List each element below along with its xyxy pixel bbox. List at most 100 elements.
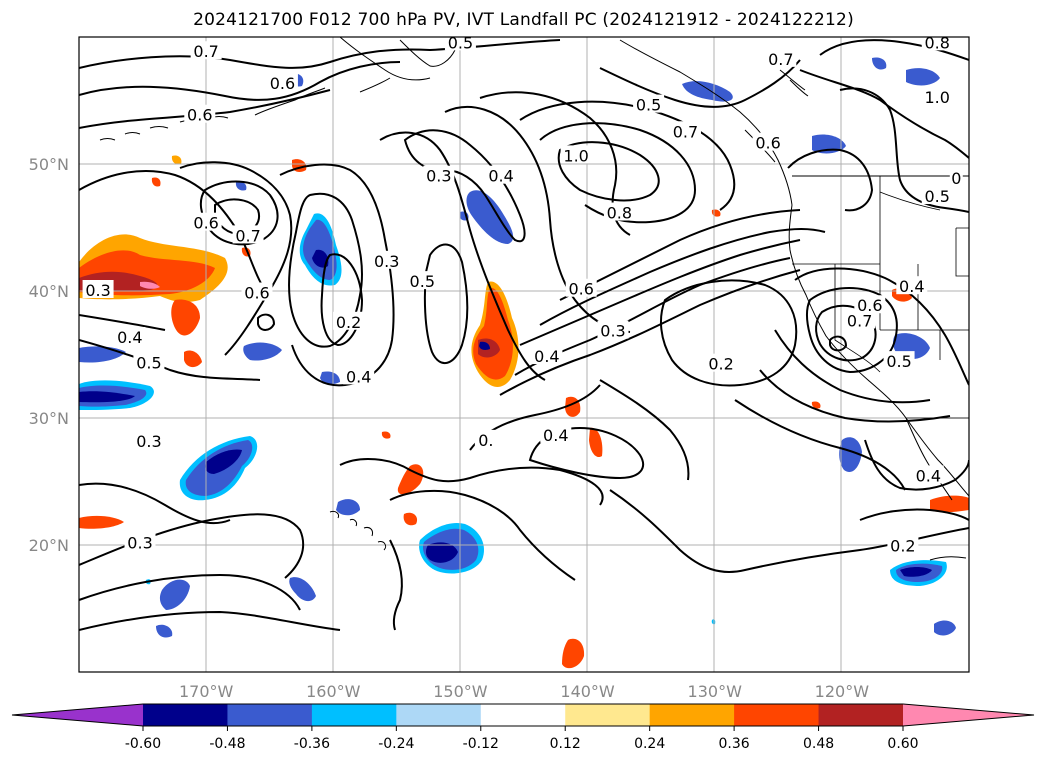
positive-anomaly-blob [589,427,603,458]
negative-anomaly-blob [906,68,940,86]
pc-shading [79,57,969,669]
colorbar-tick-label: 0.36 [719,736,750,752]
colorbar-bin [649,704,735,726]
positive-anomaly-blob [381,431,391,439]
contour-label: 0.6 [187,106,212,125]
contour-label: 0.3 [136,432,161,451]
contour-line [829,335,848,352]
contour-line [839,87,969,213]
colorbar-tick-label: -0.60 [125,736,161,752]
alaska-panhandle-coast [619,39,793,206]
coastlines [99,37,969,561]
positive-anomaly-blob [397,464,424,495]
contour-label: 0.7 [847,311,872,330]
colorbar-bin [565,704,651,726]
colorbar-bin [480,704,566,726]
contour-line [660,279,798,387]
lat-tick-label: 20°N [29,536,69,555]
contour-line [179,161,293,356]
contour-label-halo [752,132,784,151]
colorbar-tick-label: 0.24 [634,736,665,752]
contour-line [734,399,906,491]
contour-label: 1.0 [563,146,588,165]
contour-label: 0.7 [193,42,218,61]
contour-label: 0.6 [857,296,882,315]
pv-contours [79,39,969,631]
contour-label: 0.3 [600,322,625,341]
contour-label-halo [531,346,563,365]
contour-line [599,59,801,108]
contour-label-halo [883,351,915,370]
contour-label-halo [184,104,216,123]
contour-label-halo [124,532,156,551]
contour-label: 0.2 [336,313,361,332]
contour-label: 0.6 [270,74,295,93]
contour-label-halo [232,225,264,244]
positive-anomaly-blob [562,638,585,669]
contour-label: 0.3 [85,281,110,300]
contour-label: 0.2 [890,536,915,555]
contour-label: 0.7 [768,50,793,69]
negative-anomaly-max [900,567,932,577]
negative-anomaly-blob [159,579,190,610]
lon-tick-label: 160°W [306,682,361,701]
contour-label: 0.6 [244,284,269,303]
hawaii-islands [329,511,387,551]
contour-line [859,508,969,521]
colorbar-bin [818,704,904,726]
contour-line [79,89,331,129]
contour-line [519,239,801,346]
plot-background [79,37,969,672]
colorbar-tick-label: 0.48 [803,736,834,752]
longitude-labels: 170°W 160°W 150°W 140°W 130°W 120°W [179,682,869,701]
lon-tick-label: 170°W [179,682,234,701]
contour-label-halo [949,168,963,187]
contour-line [257,313,276,331]
contour-label-halo [333,311,365,330]
negative-anomaly-blob [872,57,887,70]
negative-anomaly-blob [243,342,282,361]
contour-label: 0.5 [886,352,911,371]
contour-label: 0.4 [899,277,924,296]
contour-line [423,243,469,364]
contour-label-halo [921,86,953,105]
contour-label: 0.4 [543,426,568,445]
colorbar-over-extension [903,704,1034,726]
lat-tick-label: 30°N [29,409,69,428]
contour-line [819,39,969,61]
positive-anomaly-blob [171,299,200,336]
negative-anomaly-max [312,249,329,268]
positive-anomaly-blob [811,401,821,409]
negative-anomaly-max [425,542,458,563]
negative-anomaly-max [205,449,242,474]
contour-label: 0.3 [374,252,399,271]
contour-line [806,287,898,374]
contour-line [79,169,266,291]
contour-label-halo [921,37,953,51]
contour-label-halo [669,121,701,140]
contour-label-halo [560,145,592,164]
aleutian-islands [99,116,229,141]
contour-line [787,148,874,212]
colorbar-tick-label: 0.60 [887,736,918,752]
us-west-coast [788,204,969,497]
contour-line [599,379,690,481]
contour-label: 0.8 [924,33,949,52]
contour-label: 0.5 [136,353,161,372]
contour-line [539,122,697,224]
contour-line [279,163,395,387]
lon-tick-label: 120°W [815,682,870,701]
contour-label: 0.6 [568,280,593,299]
contour-label: 0.6 [193,214,218,233]
contour-label: 0.6 [755,134,780,153]
contour-line [759,369,951,423]
colorbar-tick-label: -0.12 [463,736,499,752]
colorbar: -0.60 -0.48 -0.36 -0.24 -0.12 0.12 0.24 0.36 0.4… [11,703,1035,752]
mexico-coast [929,556,967,561]
negative-anomaly-max [79,391,135,403]
negative-anomaly-blob [320,371,340,385]
contour-label-halo [887,535,919,554]
colorbar-tick-label: 0.12 [550,736,581,752]
colorbar-under-extension [12,704,143,726]
